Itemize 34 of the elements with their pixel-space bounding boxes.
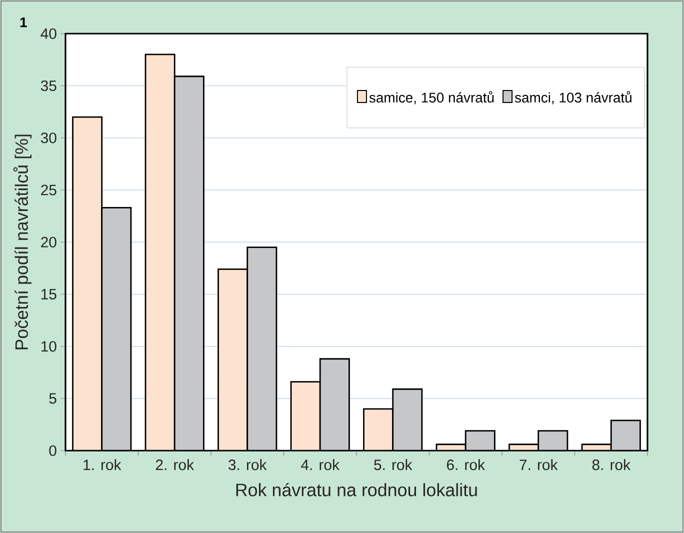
x-tick-label: 4. rok <box>301 459 340 470</box>
x-tick-label: 1. rok <box>84 459 122 470</box>
x-tick-label: 7. rok <box>520 459 558 470</box>
y-tick-label: 35 <box>40 80 56 92</box>
bar <box>364 408 393 451</box>
y-tick-label: 30 <box>40 132 56 144</box>
bar <box>247 247 276 451</box>
legend-label: samice, 150 návratů <box>369 91 494 104</box>
y-tick-label: 5 <box>49 393 56 404</box>
bar <box>72 117 102 451</box>
bar <box>320 358 350 451</box>
legend-label: samci, 103 návratů <box>514 91 632 104</box>
text: 1 <box>20 18 27 28</box>
y-tick-label: 0 <box>49 445 56 456</box>
x-tick-label: 2. rok <box>156 459 194 470</box>
x-axis-title: Rok návratu na rodnou lokalitu <box>236 482 477 496</box>
y-tick-label: 25 <box>41 184 56 196</box>
y-tick-label: 40 <box>40 28 56 39</box>
bar <box>146 54 175 451</box>
bar <box>102 208 131 451</box>
bar <box>538 430 568 451</box>
bar <box>174 76 204 451</box>
x-tick-label: 8. rok <box>592 459 630 470</box>
y-axis-title: Početní podíl navrátilců [%] <box>13 134 32 350</box>
y-tick-label: 15 <box>41 289 56 300</box>
bar <box>218 269 248 451</box>
x-tick-label: 6. rok <box>446 459 485 470</box>
bar <box>392 389 422 451</box>
y-tick-label: 10 <box>41 341 56 352</box>
x-tick-label: 3. rok <box>228 459 267 470</box>
y-tick-label: 20 <box>41 236 56 248</box>
x-tick-label: 5. rok <box>374 459 412 470</box>
bar <box>610 420 641 451</box>
bar <box>291 382 320 451</box>
